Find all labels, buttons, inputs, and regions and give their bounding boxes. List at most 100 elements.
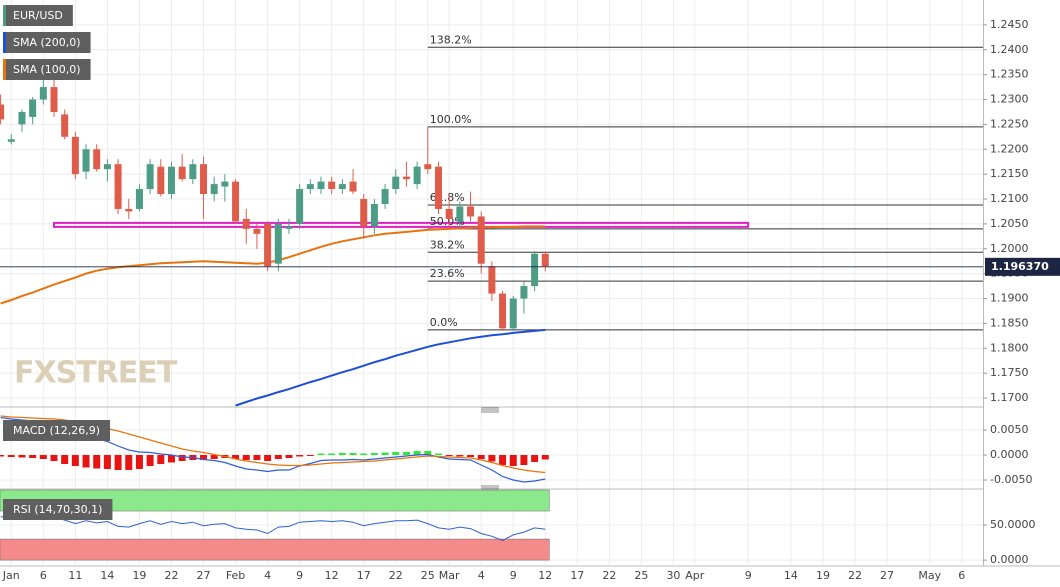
candle-body [424, 164, 432, 170]
x-tick-label: 25 [421, 569, 435, 582]
y-tick-label: 1.1900 [990, 292, 1029, 305]
x-tick-label: 6 [40, 569, 47, 582]
candle-body [434, 166, 442, 209]
sma-line [0, 225, 546, 305]
macd-histogram-bar [317, 453, 325, 455]
macd-histogram-bar [0, 455, 5, 457]
macd-histogram-bar [434, 453, 442, 455]
macd-histogram-bar [509, 455, 517, 466]
candle-body [488, 266, 496, 294]
candle-body [61, 114, 69, 137]
candle-body [370, 203, 378, 227]
macd-histogram-bar [531, 455, 539, 462]
legend-label: MACD (12,26,9) [13, 424, 100, 437]
x-tick-label: 22 [602, 569, 616, 582]
macd-histogram-bar [29, 455, 37, 458]
fib-label: 100.0% [430, 113, 472, 126]
candle-body [93, 149, 101, 170]
macd-histogram-bar [71, 455, 79, 466]
candle-body [178, 166, 186, 180]
candle-body [39, 87, 47, 100]
legend-box [3, 59, 91, 80]
macd-histogram-bar [200, 455, 208, 460]
x-tick-label: 25 [634, 569, 648, 582]
y-tick-label: 0.0000 [990, 553, 1029, 566]
x-tick-label: May [918, 569, 941, 582]
candle-body [50, 87, 58, 112]
x-tick-label: 12 [538, 569, 552, 582]
y-tick-label: 1.1850 [990, 316, 1029, 329]
macd-histogram-bar [392, 452, 400, 455]
rsi-band [0, 489, 550, 512]
legend-label: EUR/USD [13, 9, 63, 22]
macd-histogram-bar [50, 455, 58, 461]
plot-layer: FXSTREET138.2%100.0%61.8%50.0%38.2%23.6%… [0, 33, 983, 561]
fib-label: 50.0% [430, 215, 465, 228]
candle-body [253, 228, 261, 234]
y-tick-label: 1.2250 [990, 117, 1029, 130]
y-tick-label: 50.0000 [990, 518, 1036, 531]
candle-body [242, 218, 250, 229]
y-tick-label: 1.2150 [990, 167, 1029, 180]
macd-histogram-bar [541, 455, 549, 460]
x-tick-label: 19 [132, 569, 146, 582]
x-tick-label: 4 [264, 569, 271, 582]
fib-label: 138.2% [430, 33, 472, 46]
macd-histogram-bar [328, 453, 336, 455]
macd-histogram-bar [296, 455, 304, 457]
macd-histogram-bar [253, 455, 261, 460]
macd-histogram-bar [39, 455, 47, 459]
macd-histogram-bar [178, 455, 186, 461]
y-tick-label: 1.2300 [990, 93, 1029, 106]
macd-histogram-bar [135, 455, 143, 469]
candle-body [413, 166, 421, 185]
candle-body [0, 104, 5, 120]
y-tick-label: -0.0050 [990, 473, 1032, 486]
candle-body [221, 181, 229, 187]
x-tick-label: 12 [325, 569, 339, 582]
x-tick-label: 4 [478, 569, 485, 582]
resize-handle[interactable] [481, 407, 499, 413]
candle-body [317, 181, 325, 190]
x-tick-label: 22 [389, 569, 403, 582]
macd-histogram-bar [520, 455, 528, 465]
candle-body [200, 164, 208, 195]
y-tick-label: 1.1700 [990, 391, 1029, 404]
candle-body [264, 223, 272, 267]
legend-box [3, 5, 73, 26]
y-tick-label: 1.2350 [990, 68, 1029, 81]
macd-histogram-bar [103, 455, 111, 469]
macd-histogram-bar [274, 455, 282, 459]
y-tick-label: 1.1800 [990, 341, 1029, 354]
candle-body [29, 99, 37, 117]
x-tick-label: Mar [439, 569, 460, 582]
macd-histogram-bar [467, 455, 475, 457]
macd-histogram-bar [402, 452, 410, 455]
legend-box [3, 420, 111, 441]
fib-label: 38.2% [430, 238, 465, 251]
macd-histogram-bar [370, 453, 378, 455]
candle-body [328, 181, 336, 190]
macd-histogram-bar [499, 455, 507, 465]
legend-swatch [3, 32, 6, 53]
legend-box [3, 499, 113, 520]
candle-body [7, 139, 15, 142]
candle-body [125, 208, 133, 212]
candle-body [71, 136, 79, 175]
resize-handle[interactable] [481, 485, 499, 491]
x-tick-label: 27 [197, 569, 211, 582]
candle-body [157, 166, 165, 195]
macd-histogram-bar [424, 451, 432, 455]
x-tick-label: 14 [784, 569, 798, 582]
candle-body [392, 176, 400, 190]
x-tick-label: Jan [2, 569, 20, 582]
last-price-box [985, 257, 1060, 276]
x-tick-label: 9 [510, 569, 517, 582]
x-tick-label: 14 [100, 569, 114, 582]
candle-body [18, 111, 26, 125]
legend-label: SMA (200,0) [13, 36, 81, 49]
x-tick-label: 17 [570, 569, 584, 582]
x-tick-label: 9 [296, 569, 303, 582]
candle-body [402, 176, 410, 180]
x-tick-label: 9 [745, 569, 752, 582]
